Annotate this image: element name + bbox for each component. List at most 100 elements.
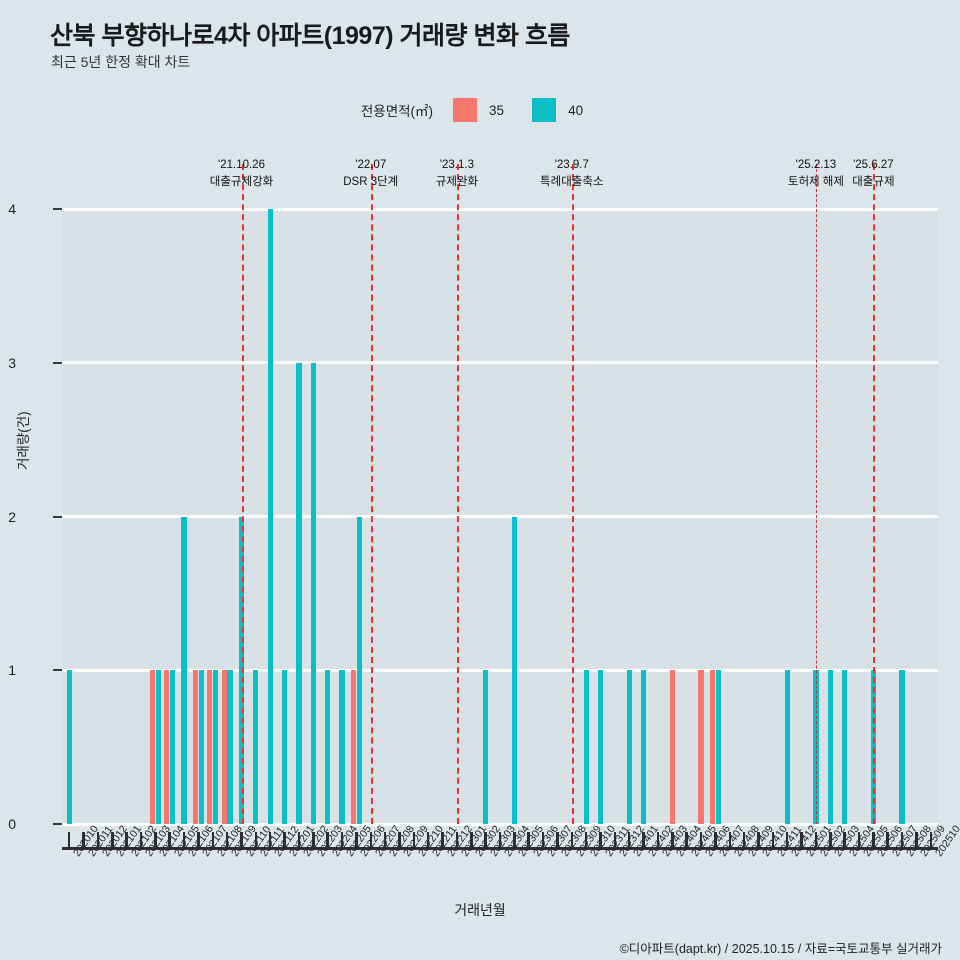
legend-title: 전용면적(㎡) xyxy=(360,104,434,119)
y-tick-mark xyxy=(53,208,62,210)
x-tick-mark xyxy=(355,832,358,848)
x-tick-mark xyxy=(254,832,258,848)
bar xyxy=(213,670,219,824)
event-line xyxy=(815,164,817,824)
bar xyxy=(253,670,259,824)
x-tick-mark xyxy=(154,832,157,848)
chart-legend: 전용면적(㎡) 35 40 xyxy=(0,98,960,122)
event-annotation: '22.07 DSR 3단계 xyxy=(343,157,398,190)
bar xyxy=(181,516,187,824)
x-tick-mark xyxy=(82,832,85,848)
event-date: '25.2.13 xyxy=(795,159,837,171)
page-subtitle: 최근 5년 한정 확대 차트 xyxy=(51,54,191,70)
bar xyxy=(827,670,833,824)
x-tick-mark xyxy=(785,832,789,848)
bar xyxy=(310,362,316,824)
bar xyxy=(66,670,72,824)
x-tick-mark xyxy=(340,832,344,848)
gridline xyxy=(62,515,938,518)
bar xyxy=(164,670,170,824)
event-label: 토허제 해제 xyxy=(787,175,844,188)
x-tick-mark xyxy=(211,832,215,848)
x-tick-mark xyxy=(814,832,818,848)
x-tick-mark xyxy=(541,832,545,848)
x-tick-mark xyxy=(455,832,459,848)
x-tick-mark xyxy=(699,832,703,848)
x-tick-mark xyxy=(383,832,387,848)
x-tick-mark xyxy=(312,832,315,848)
x-tick-mark xyxy=(556,832,559,848)
legend-swatch-35 xyxy=(453,98,478,122)
x-tick-mark xyxy=(570,832,574,848)
x-tick-mark xyxy=(168,832,171,848)
bar xyxy=(170,670,176,824)
plot-area xyxy=(62,164,938,826)
bar xyxy=(339,670,345,824)
x-tick-mark xyxy=(671,832,674,848)
x-tick-mark xyxy=(757,832,760,848)
legend-label-35: 35 xyxy=(489,102,505,118)
bar xyxy=(870,670,876,824)
x-tick-mark xyxy=(67,832,71,848)
x-tick-mark xyxy=(599,832,602,848)
bar xyxy=(626,670,632,824)
event-date: '23.9.7 xyxy=(554,159,589,171)
x-tick-mark xyxy=(268,832,272,848)
event-line xyxy=(456,164,459,824)
gridline xyxy=(62,361,938,365)
x-tick-mark xyxy=(728,832,732,848)
x-tick-mark xyxy=(369,832,372,848)
x-tick-mark xyxy=(527,832,530,848)
bar xyxy=(511,516,517,824)
event-annotation: '25.2.13 토허제 해제 xyxy=(788,157,844,190)
x-tick-mark xyxy=(297,832,301,848)
event-line xyxy=(241,164,244,824)
x-tick-mark xyxy=(398,832,401,848)
x-tick-mark xyxy=(685,832,688,848)
event-line xyxy=(370,164,373,824)
event-label: DSR 3단계 xyxy=(343,175,399,188)
x-tick-mark xyxy=(96,832,100,848)
event-label: 대출규제강화 xyxy=(209,175,274,188)
bar xyxy=(207,670,213,824)
bar xyxy=(669,670,675,824)
event-annotation: '25.6.27 대출규제 xyxy=(852,157,894,190)
x-tick-mark xyxy=(771,832,775,848)
x-tick-mark xyxy=(742,832,746,848)
legend-swatch-40 xyxy=(532,98,557,122)
event-label: 특례대출축소 xyxy=(540,175,604,188)
x-tick-mark xyxy=(800,832,803,848)
x-tick-mark xyxy=(111,832,114,848)
bar xyxy=(149,670,156,824)
legend-label-40: 40 xyxy=(568,102,584,118)
x-tick-mark xyxy=(182,832,186,848)
bar xyxy=(296,362,302,824)
x-tick-mark xyxy=(886,832,889,848)
bar xyxy=(281,670,288,824)
bar xyxy=(227,670,233,824)
x-tick-mark xyxy=(283,832,286,848)
bar xyxy=(198,670,204,824)
bar xyxy=(356,516,362,824)
gridline xyxy=(62,668,938,672)
y-tick-mark xyxy=(53,823,62,825)
x-axis-label: 거래년월 xyxy=(454,902,506,918)
event-line xyxy=(571,164,574,824)
event-annotation: '23.9.7 특례대출축소 xyxy=(540,157,603,190)
bar xyxy=(698,670,704,824)
bar xyxy=(267,209,273,824)
event-date: '25.6.27 xyxy=(853,159,894,171)
x-tick-mark xyxy=(513,832,516,848)
x-tick-mark xyxy=(929,832,933,848)
x-axis-line xyxy=(62,847,938,850)
y-tick-label: 4 xyxy=(8,201,16,217)
x-tick-mark xyxy=(426,832,430,848)
x-tick-mark xyxy=(915,832,918,848)
x-tick-mark xyxy=(441,832,444,848)
x-tick-mark xyxy=(613,832,617,848)
event-date: '22.07 xyxy=(355,159,387,171)
x-tick-mark xyxy=(714,832,717,848)
x-tick-mark xyxy=(470,832,473,848)
footer-credit: ©디아파트(dapt.kr) / 2025.10.15 / 자료=국토교통부 실… xyxy=(619,942,942,956)
bar xyxy=(715,670,721,824)
